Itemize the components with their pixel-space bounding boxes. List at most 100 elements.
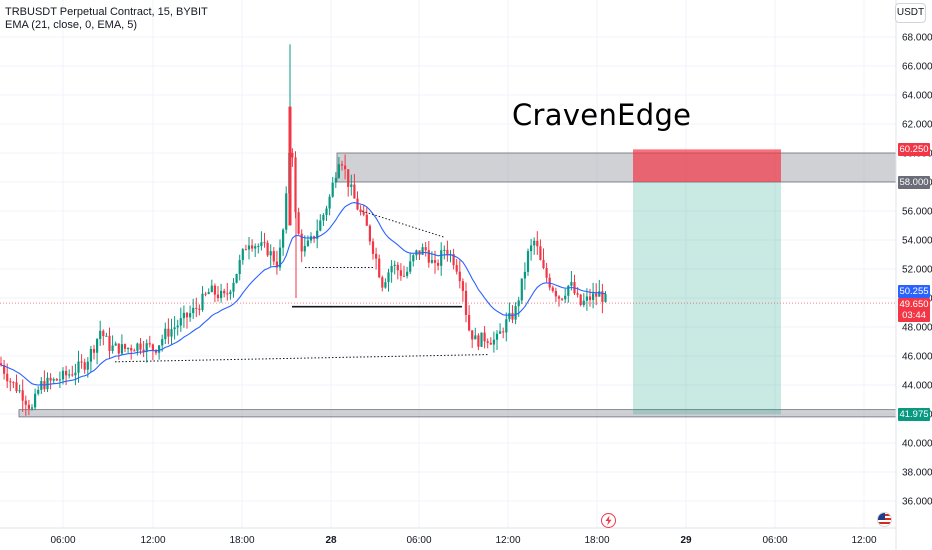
candle-body	[409, 261, 412, 272]
candle-body	[595, 293, 598, 297]
lightning-icon[interactable]	[601, 513, 616, 528]
candle-body	[185, 312, 189, 318]
candle-body	[111, 345, 114, 351]
candle-body	[368, 225, 371, 242]
candle-body	[477, 335, 480, 347]
symbol-title: TRBUSDT Perpetual Contract, 15, BYBIT	[5, 6, 208, 18]
candle-body	[601, 291, 604, 302]
candle-body	[344, 165, 347, 170]
candle-body	[486, 341, 489, 343]
candle-body	[154, 349, 158, 353]
stop-zone	[633, 149, 781, 182]
candle-body	[282, 229, 285, 248]
zones	[0, 149, 897, 418]
candle-body	[272, 251, 275, 262]
candle-body	[235, 273, 238, 283]
candle-body	[483, 332, 486, 342]
candle-body	[99, 330, 102, 340]
candle-body	[464, 290, 468, 315]
countdown-tag: 03:44	[898, 309, 930, 322]
us-flag-icon[interactable]	[877, 512, 892, 527]
spike-body	[288, 106, 292, 226]
candle-body	[561, 298, 564, 300]
candle-body	[275, 261, 278, 268]
candle-body	[192, 307, 195, 314]
candle-body	[195, 307, 198, 309]
candle-body	[446, 249, 449, 256]
candle-body	[452, 254, 455, 266]
last-price-tag: 49.650	[898, 298, 930, 311]
candle-body	[198, 308, 201, 310]
candle-body	[164, 328, 167, 340]
candle-body	[424, 247, 427, 251]
candle-body	[480, 332, 483, 347]
indicator-legend[interactable]: EMA (21, close, 0, EMA, 5)	[5, 19, 138, 31]
candle-body	[325, 208, 328, 215]
x-tick-label: 12:00	[495, 535, 520, 546]
candle-body	[406, 271, 409, 276]
candle-body	[158, 345, 161, 353]
candle-body	[402, 275, 406, 277]
candle-body	[508, 312, 511, 320]
currency-unit-button[interactable]: USDT	[895, 3, 926, 23]
y-tick-label: 68.000	[902, 33, 932, 44]
pattern-lines	[114, 210, 489, 363]
candle-body	[356, 198, 359, 210]
y-tick-label: 66.000	[902, 62, 932, 73]
x-tick-label: 06:00	[50, 535, 75, 546]
candle-body	[176, 325, 179, 328]
y-tick-label: 36.000	[902, 497, 932, 508]
candle-body	[551, 287, 554, 291]
candle-body	[427, 250, 430, 263]
candle-body	[533, 240, 536, 246]
candles	[0, 44, 607, 416]
candle-body	[220, 290, 223, 299]
candle-body	[468, 314, 471, 331]
candle-body	[353, 184, 356, 199]
candle-body	[526, 251, 530, 272]
y-tick-label: 40.000	[902, 439, 932, 450]
candle-body	[257, 246, 260, 248]
candle-body	[133, 350, 136, 352]
candle-body	[471, 330, 474, 340]
candle-body	[319, 220, 322, 231]
candle-body	[130, 348, 133, 351]
candle-body	[123, 344, 127, 349]
candle-body	[114, 343, 117, 346]
candle-body	[334, 177, 337, 183]
candle-body	[148, 343, 151, 345]
candle-body	[455, 265, 458, 272]
y-tick-label: 44.000	[902, 381, 932, 392]
ema-line	[0, 202, 606, 386]
candle-body	[244, 249, 247, 251]
candle-body	[210, 285, 213, 293]
candle-body	[557, 296, 561, 299]
candle-body	[567, 285, 570, 296]
x-tick-label: 06:00	[406, 535, 431, 546]
candle-body	[505, 319, 508, 333]
candle-body	[108, 335, 111, 351]
candle-body	[27, 404, 30, 409]
candle-body	[440, 250, 443, 266]
candle-body	[294, 157, 297, 213]
candle-body	[142, 349, 145, 352]
candle-body	[347, 169, 350, 187]
candle-body	[71, 374, 74, 376]
candle-body	[303, 245, 306, 252]
candle-body	[179, 318, 182, 326]
candle-body	[517, 300, 520, 307]
candle-body	[92, 349, 96, 353]
candle-body	[530, 245, 533, 252]
candle-body	[579, 294, 582, 305]
candle-body	[9, 381, 12, 383]
y-tick-label: 56.000	[902, 207, 932, 218]
candle-body	[458, 271, 461, 282]
candle-body	[365, 214, 368, 226]
candle-body	[554, 290, 557, 297]
x-tick-label: 12:00	[140, 535, 165, 546]
candle-body	[127, 348, 130, 350]
candle-body	[232, 282, 235, 292]
candle-body	[390, 265, 393, 273]
